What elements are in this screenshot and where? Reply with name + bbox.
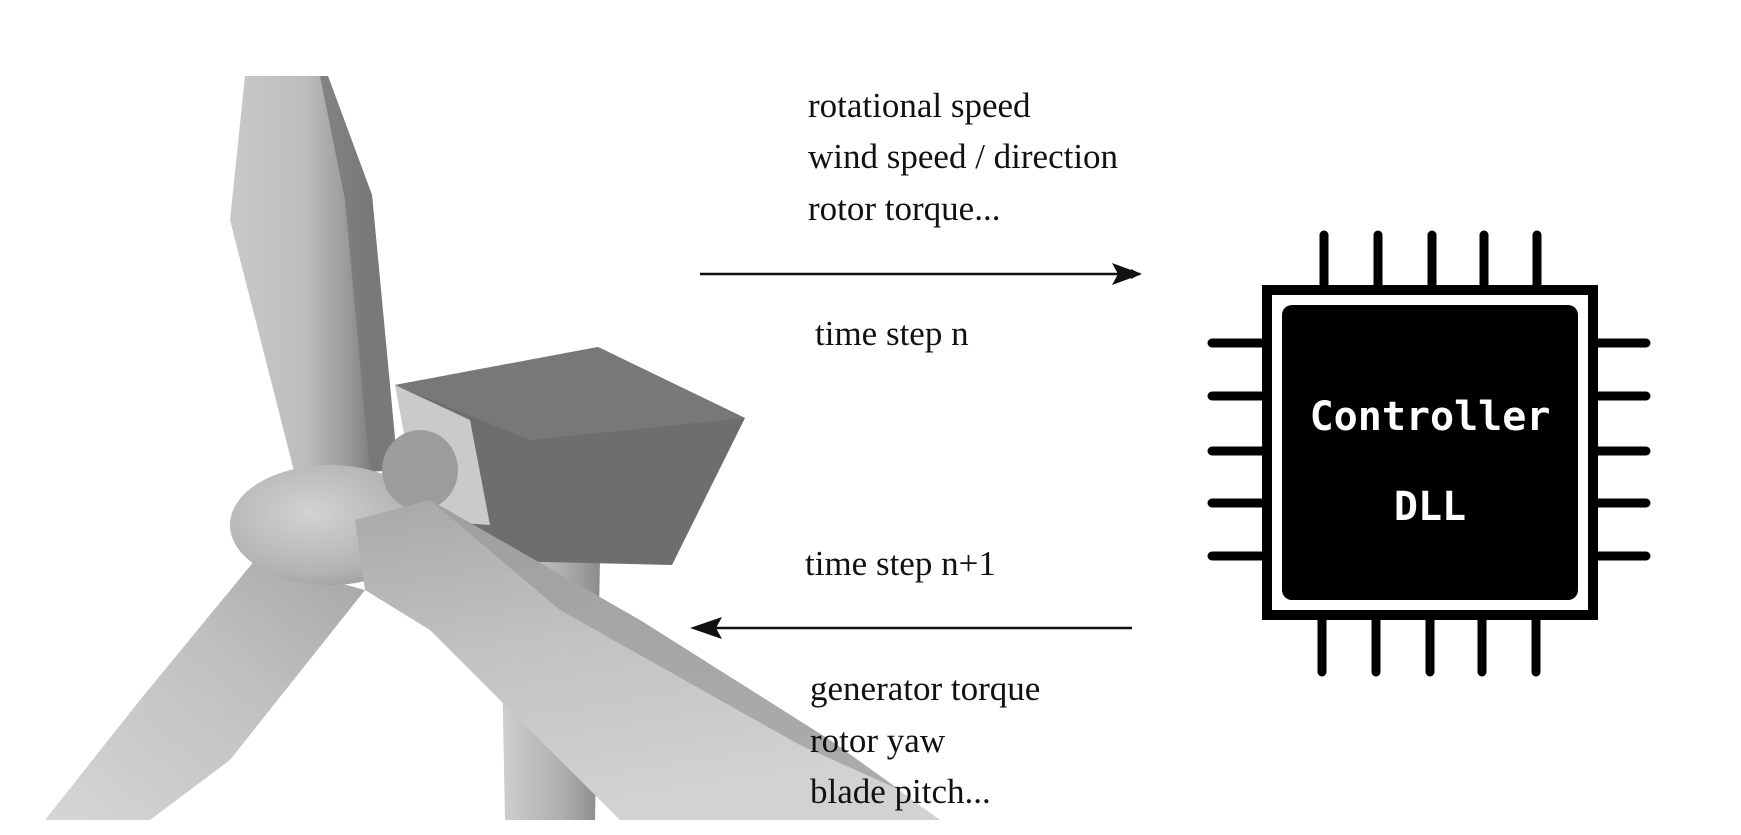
output-signal-rotor-yaw: rotor yaw [810, 721, 946, 760]
chip-pins-top [1319, 230, 1542, 290]
output-signals: time step n+1 generator torque rotor yaw… [690, 544, 1132, 811]
input-signals: rotational speed wind speed / direction … [700, 86, 1142, 353]
turbine-blade-right-shade [430, 500, 900, 790]
input-time-step-label: time step n [815, 314, 969, 353]
controller-chip: Controller DLL [1207, 230, 1651, 677]
turbine-hub-ring [382, 430, 458, 510]
chip-body [1282, 305, 1578, 600]
input-signal-wind-speed: wind speed / direction [808, 137, 1118, 176]
turbine-blade-upper-shade [320, 76, 398, 472]
chip-pins-bottom [1317, 615, 1541, 677]
output-time-step-label: time step n+1 [805, 544, 996, 583]
output-signal-blade-pitch: blade pitch... [810, 772, 991, 811]
chip-pins-right [1593, 338, 1651, 561]
arrow-from-controller-head [690, 617, 722, 639]
input-signal-rotor-torque: rotor torque... [808, 189, 1000, 228]
turbine-nacelle-top [395, 347, 745, 440]
turbine-blade-left [45, 560, 365, 820]
controller-dll-label: DLL [1394, 484, 1466, 530]
chip-pins-left [1207, 338, 1267, 561]
input-signal-rotational-speed: rotational speed [808, 86, 1031, 125]
controller-label: Controller [1310, 394, 1551, 440]
wind-turbine-illustration [45, 76, 940, 820]
arrow-to-controller-head [1112, 263, 1142, 285]
output-signal-generator-torque: generator torque [810, 669, 1040, 708]
